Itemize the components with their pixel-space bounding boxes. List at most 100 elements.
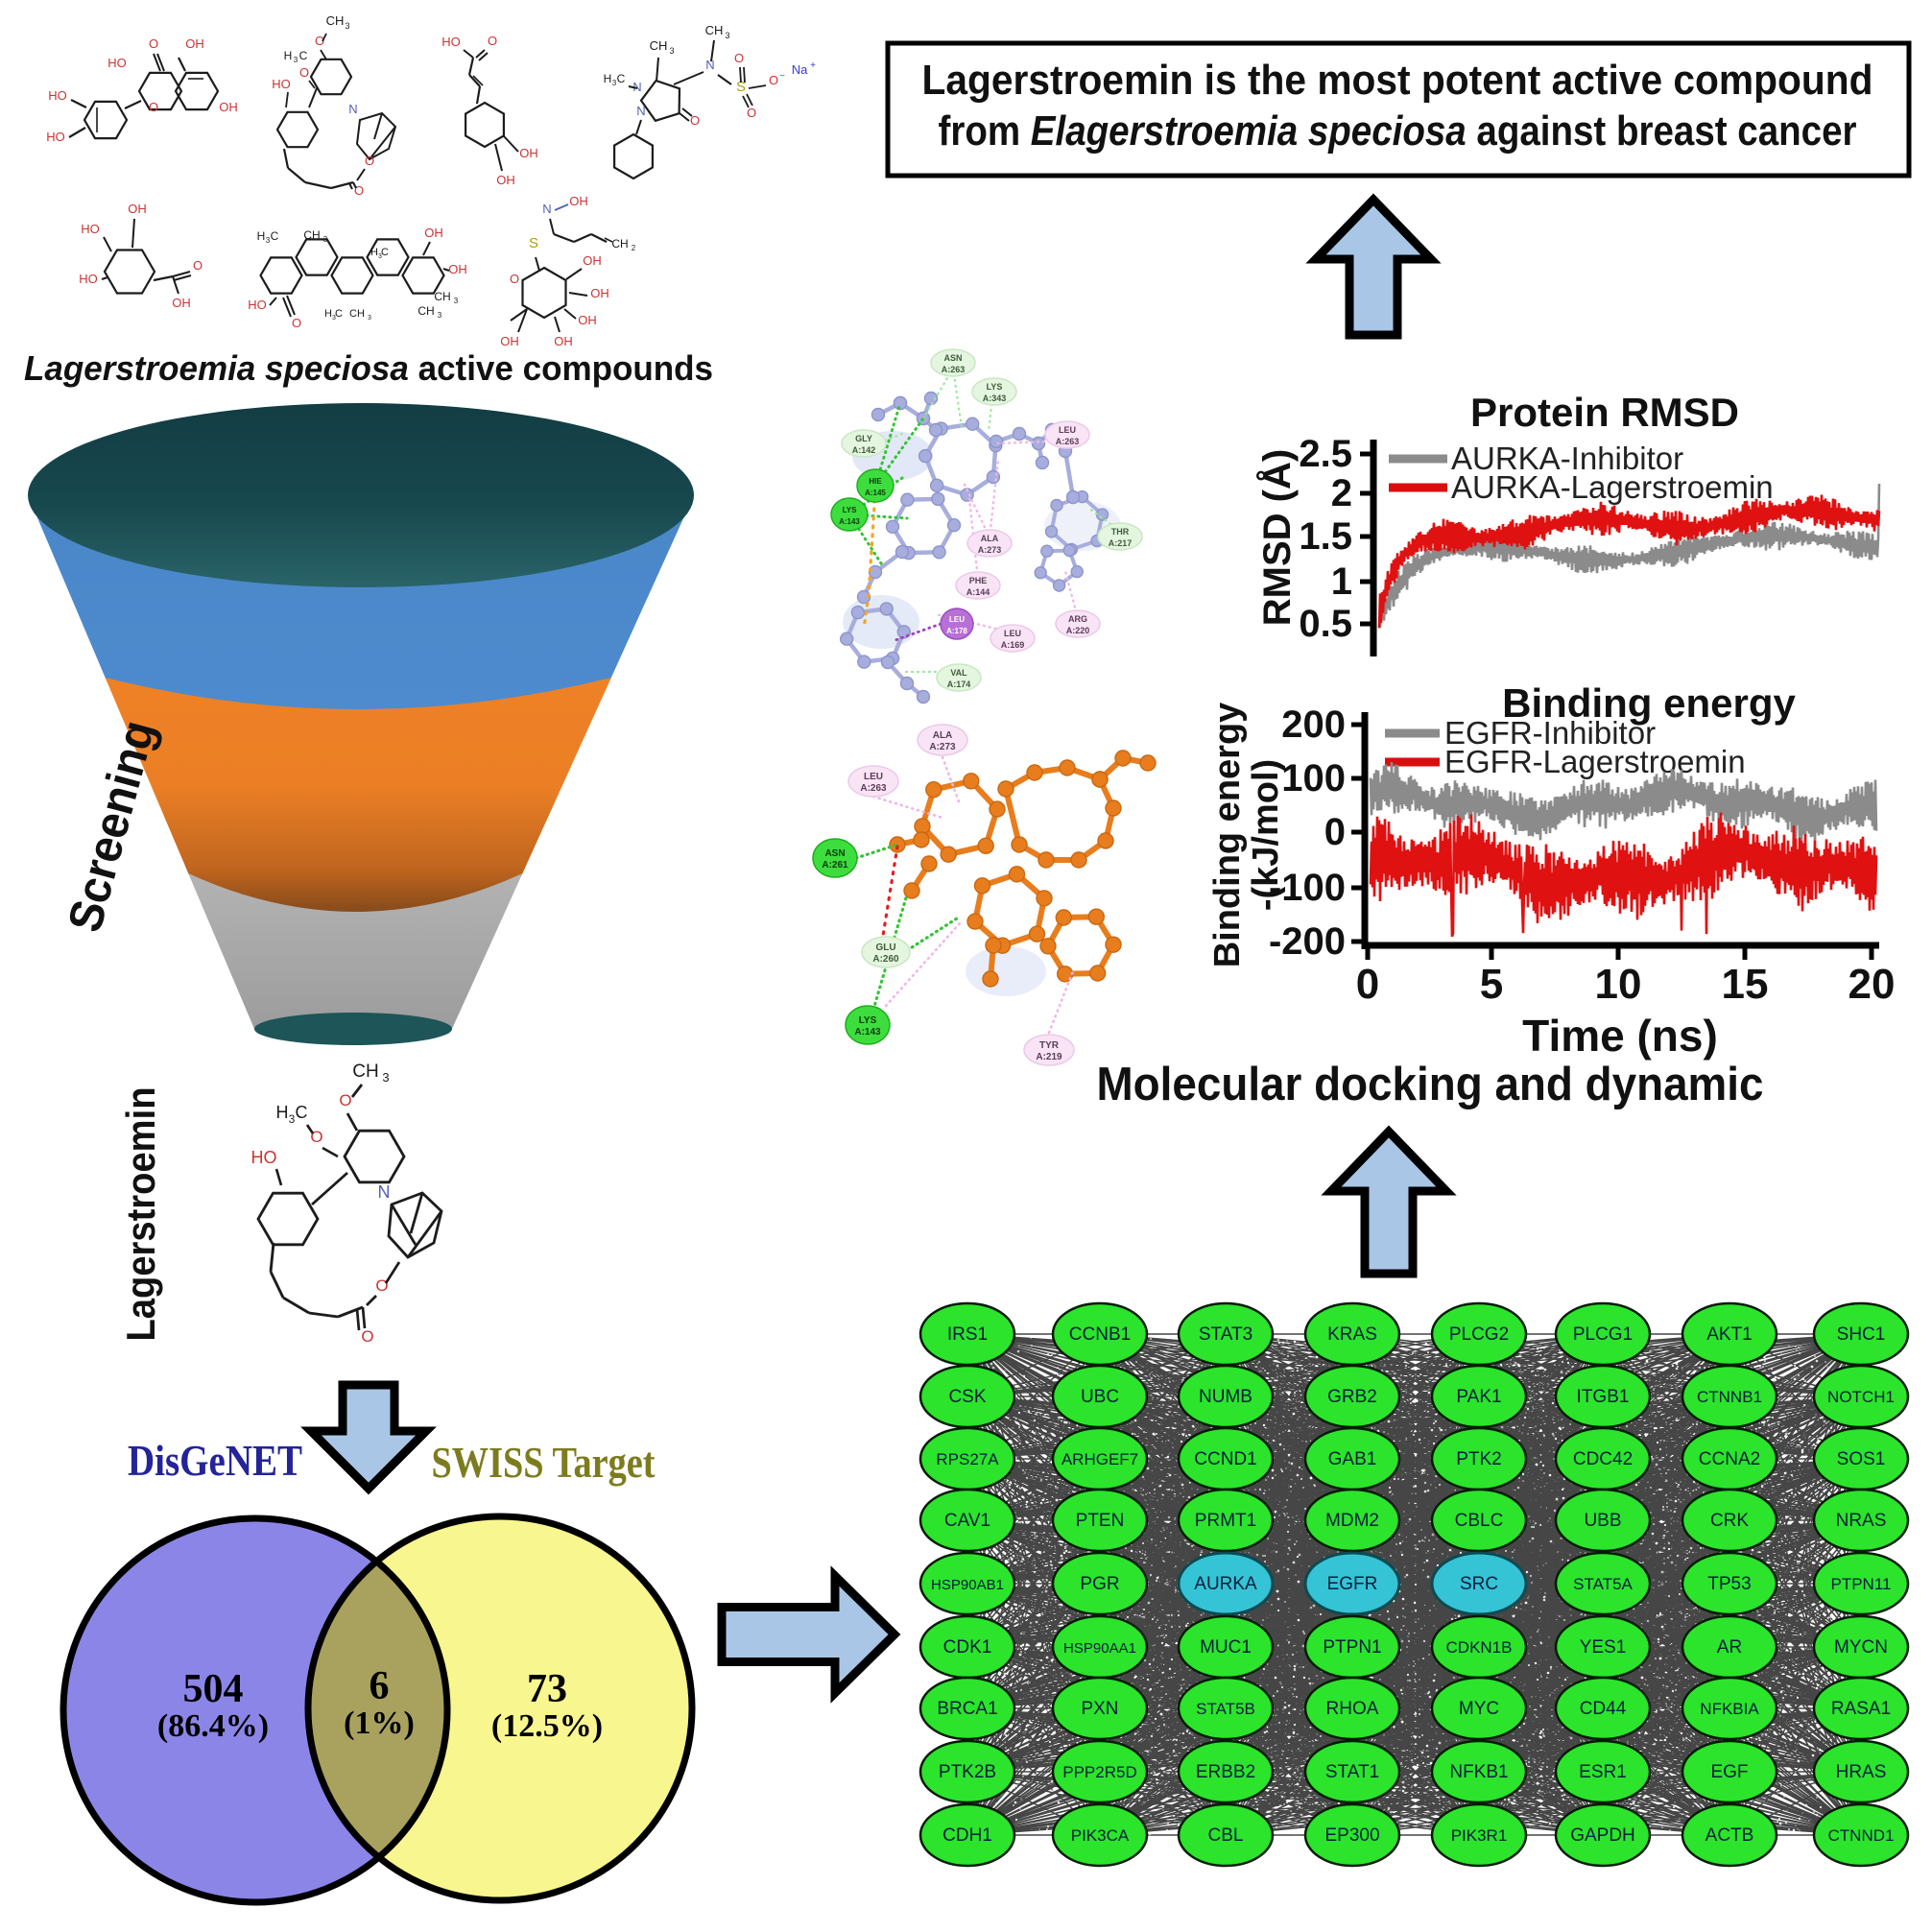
svg-text:CH: CH bbox=[349, 308, 365, 320]
svg-text:3: 3 bbox=[382, 1070, 389, 1085]
svg-text:Protein RMSD: Protein RMSD bbox=[1470, 390, 1739, 435]
svg-text:HO: HO bbox=[272, 77, 291, 91]
svg-text:N: N bbox=[378, 1182, 391, 1202]
svg-text:Time (ns): Time (ns) bbox=[1522, 1011, 1718, 1061]
svg-text:OH: OH bbox=[569, 194, 588, 208]
svg-text:ITGB1: ITGB1 bbox=[1577, 1387, 1630, 1407]
svg-text:A:343: A:343 bbox=[983, 394, 1007, 403]
svg-text:ARHGEF7: ARHGEF7 bbox=[1061, 1450, 1138, 1468]
svg-text:1: 1 bbox=[1331, 561, 1352, 603]
svg-text:0: 0 bbox=[1324, 811, 1346, 853]
svg-text:200: 200 bbox=[1281, 704, 1346, 746]
svg-text:HO: HO bbox=[251, 1148, 277, 1167]
svg-text:ALA: ALA bbox=[981, 534, 999, 543]
svg-text:N: N bbox=[348, 102, 357, 116]
svg-text:PGR: PGR bbox=[1080, 1574, 1119, 1594]
svg-text:PHE: PHE bbox=[969, 576, 988, 585]
svg-text:A:178: A:178 bbox=[946, 627, 967, 635]
svg-text:2: 2 bbox=[1331, 472, 1352, 514]
svg-text:CDKN1B: CDKN1B bbox=[1446, 1638, 1513, 1657]
svg-text:PIK3R1: PIK3R1 bbox=[1451, 1826, 1508, 1845]
svg-text:CH: CH bbox=[417, 304, 434, 318]
svg-text:LEU: LEU bbox=[1059, 425, 1076, 435]
svg-text:Binding energy: Binding energy bbox=[1502, 680, 1796, 726]
svg-text:O: O bbox=[299, 65, 309, 80]
svg-text:2: 2 bbox=[632, 244, 636, 252]
svg-text:HIE: HIE bbox=[869, 477, 882, 486]
svg-text:CCNB1: CCNB1 bbox=[1069, 1324, 1131, 1345]
svg-text:PRMT1: PRMT1 bbox=[1195, 1511, 1256, 1531]
svg-text:CCNA2: CCNA2 bbox=[1699, 1449, 1760, 1469]
svg-text:CTNNB1: CTNNB1 bbox=[1697, 1388, 1762, 1406]
svg-text:Lagerstroemin: Lagerstroemin bbox=[118, 1087, 163, 1342]
svg-text:OH: OH bbox=[578, 313, 597, 327]
svg-text:CD44: CD44 bbox=[1580, 1699, 1627, 1719]
svg-text:STAT5B: STAT5B bbox=[1196, 1700, 1255, 1718]
svg-text:PXN: PXN bbox=[1081, 1699, 1118, 1719]
svg-text:(1%): (1%) bbox=[344, 1705, 415, 1741]
svg-text:CCND1: CCND1 bbox=[1194, 1449, 1256, 1469]
svg-text:CTNND1: CTNND1 bbox=[1828, 1826, 1895, 1845]
svg-text:GLU: GLU bbox=[875, 942, 895, 953]
svg-text:A:142: A:142 bbox=[852, 445, 876, 455]
svg-text:ASN: ASN bbox=[943, 353, 962, 363]
svg-text:NOTCH1: NOTCH1 bbox=[1827, 1388, 1895, 1406]
svg-text:C: C bbox=[381, 247, 389, 258]
svg-text:AR: AR bbox=[1717, 1637, 1742, 1658]
svg-text:MUC1: MUC1 bbox=[1200, 1637, 1252, 1658]
svg-text:OH: OH bbox=[219, 100, 238, 114]
svg-text:O: O bbox=[747, 106, 756, 120]
svg-text:N: N bbox=[542, 202, 551, 216]
svg-text:CH: CH bbox=[611, 237, 628, 250]
svg-text:GAB1: GAB1 bbox=[1328, 1449, 1377, 1469]
svg-text:from Elagerstroemia speciosa a: from Elagerstroemia speciosa against bre… bbox=[939, 107, 1857, 155]
svg-text:AURKA-Lagerstroemin: AURKA-Lagerstroemin bbox=[1451, 469, 1774, 505]
svg-text:3: 3 bbox=[345, 21, 349, 31]
svg-text:A:260: A:260 bbox=[872, 954, 899, 965]
svg-text:O: O bbox=[510, 272, 519, 286]
svg-text:ASN: ASN bbox=[824, 848, 845, 859]
svg-text:A:174: A:174 bbox=[947, 680, 971, 689]
svg-text:O: O bbox=[292, 316, 301, 330]
svg-text:HO: HO bbox=[248, 298, 267, 312]
svg-text:CH: CH bbox=[352, 1061, 378, 1082]
svg-text:OH: OH bbox=[590, 286, 609, 300]
svg-text:SRC: SRC bbox=[1460, 1574, 1498, 1594]
svg-text:MDM2: MDM2 bbox=[1325, 1511, 1379, 1531]
svg-text:HO: HO bbox=[441, 35, 461, 49]
svg-text:CH: CH bbox=[434, 290, 450, 303]
svg-text:S: S bbox=[529, 235, 538, 251]
svg-text:N: N bbox=[632, 80, 641, 94]
svg-text:RASA1: RASA1 bbox=[1831, 1699, 1891, 1719]
svg-text:3: 3 bbox=[454, 297, 459, 305]
svg-text:AURKA: AURKA bbox=[1194, 1574, 1257, 1594]
svg-text:H: H bbox=[370, 247, 378, 258]
svg-text:IRS1: IRS1 bbox=[947, 1324, 988, 1345]
svg-text:HO: HO bbox=[107, 56, 127, 70]
svg-text:ESR1: ESR1 bbox=[1579, 1762, 1627, 1782]
svg-text:O: O bbox=[365, 154, 374, 168]
svg-text:NRAS: NRAS bbox=[1836, 1511, 1887, 1531]
svg-text:NUMB: NUMB bbox=[1199, 1387, 1252, 1407]
svg-text:VAL: VAL bbox=[950, 668, 967, 678]
svg-text:20: 20 bbox=[1849, 961, 1896, 1008]
svg-text:H: H bbox=[324, 308, 332, 320]
svg-text:-100: -100 bbox=[1269, 867, 1346, 909]
svg-text:OH: OH bbox=[172, 296, 191, 310]
svg-text:CDK1: CDK1 bbox=[943, 1637, 992, 1658]
svg-text:GLY: GLY bbox=[855, 434, 872, 443]
svg-text:MYC: MYC bbox=[1459, 1699, 1499, 1719]
svg-text:O: O bbox=[149, 100, 158, 114]
svg-text:N: N bbox=[636, 104, 645, 118]
svg-text:HSP90AA1: HSP90AA1 bbox=[1063, 1640, 1136, 1657]
svg-text:A:273: A:273 bbox=[929, 742, 956, 752]
svg-text:(12.5%): (12.5%) bbox=[491, 1708, 603, 1744]
svg-text:EP300: EP300 bbox=[1324, 1825, 1379, 1846]
svg-text:A:273: A:273 bbox=[978, 545, 1002, 555]
svg-text:O: O bbox=[361, 1327, 373, 1346]
svg-text:SWISS Target: SWISS Target bbox=[432, 1438, 656, 1487]
svg-text:3: 3 bbox=[294, 56, 298, 64]
svg-text:A:219: A:219 bbox=[1036, 1052, 1062, 1062]
svg-text:UBC: UBC bbox=[1081, 1387, 1119, 1407]
svg-text:CH: CH bbox=[303, 228, 320, 242]
